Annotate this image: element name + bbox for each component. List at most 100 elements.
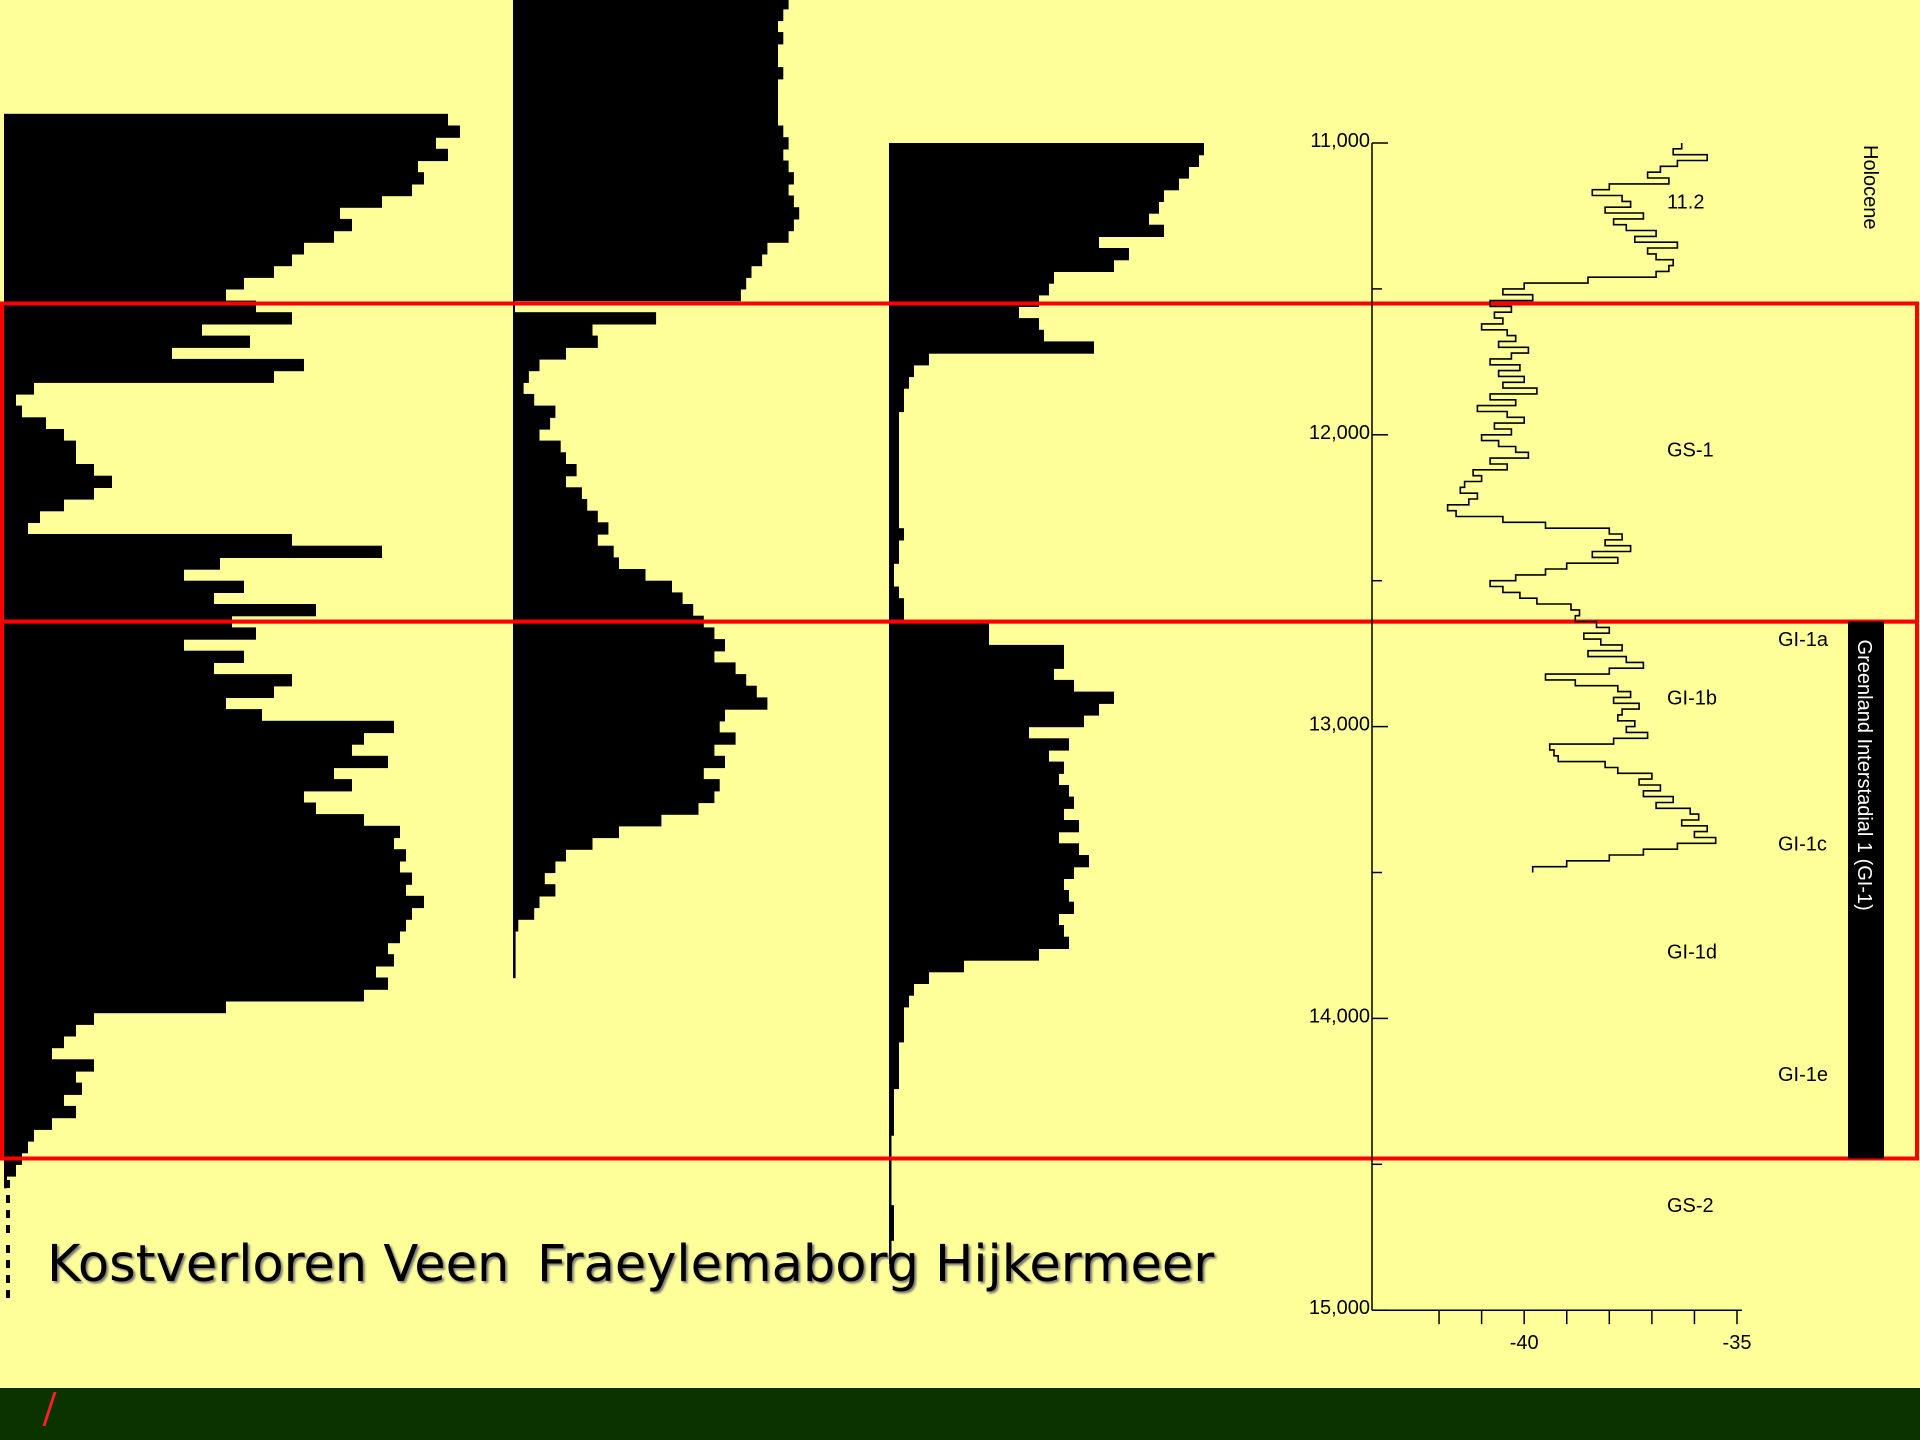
pollen-bar-kostverloren-veen xyxy=(4,650,244,663)
pollen-bar-hijkermeer xyxy=(889,855,1089,868)
pollen-bar-hijkermeer xyxy=(889,574,894,588)
pollen-bar-fraeylemaborg xyxy=(513,148,784,162)
pollen-bar-kostverloren-veen xyxy=(4,125,460,138)
pollen-bar-hijkermeer xyxy=(889,598,904,611)
pollen-bar-kostverloren-veen xyxy=(4,452,76,465)
pollen-bar-hijkermeer xyxy=(889,656,1064,669)
pollen-bar-fraeylemaborg xyxy=(513,522,609,535)
highlight-box-2 xyxy=(0,619,1919,1161)
pollen-bar-kostverloren-veen xyxy=(4,534,292,547)
pollen-bar-hijkermeer xyxy=(889,749,1049,763)
pollen-bar-hijkermeer xyxy=(889,1170,892,1183)
pollen-bar-kostverloren-veen xyxy=(4,265,274,278)
pollen-bar-hijkermeer xyxy=(889,936,1069,949)
pollen-bar-hijkermeer xyxy=(889,1030,904,1043)
pollen-bar-hijkermeer xyxy=(889,609,904,623)
pollen-bar-kostverloren-veen xyxy=(4,347,172,360)
pollen-bar-fraeylemaborg xyxy=(513,860,556,874)
y-tick-label: 15,000 xyxy=(1309,1297,1370,1319)
pollen-bar-kostverloren-veen xyxy=(4,662,214,675)
pollen-bar-kostverloren-veen xyxy=(4,510,40,523)
epoch-label: GS-2 xyxy=(1667,1195,1714,1217)
pollen-bar-fraeylemaborg xyxy=(513,0,789,10)
pollen-bar-hijkermeer xyxy=(889,318,1039,331)
pollen-bar-fraeylemaborg xyxy=(513,569,646,582)
epoch-label: GI-1d xyxy=(1667,941,1717,963)
pollen-bar-kostverloren-veen xyxy=(4,393,16,407)
pollen-bar-hijkermeer xyxy=(889,983,914,996)
pollen-bar-kostverloren-veen xyxy=(4,744,352,757)
pollen-bar-hijkermeer xyxy=(889,283,1049,296)
pollen-bar-kostverloren-veen xyxy=(4,1070,76,1084)
pollen-bar-hijkermeer xyxy=(889,831,1059,844)
pollen-bar-kostverloren-veen xyxy=(4,475,112,488)
pollen-bar-hijkermeer xyxy=(889,1065,899,1078)
pollen-bar-kostverloren-veen xyxy=(4,779,352,792)
pollen-bar-hijkermeer xyxy=(889,714,1084,728)
pollen-bar-fraeylemaborg xyxy=(513,78,778,92)
pollen-bar-fraeylemaborg xyxy=(513,709,725,722)
pollen-bar-hijkermeer xyxy=(889,1135,892,1148)
pollen-bar-hijkermeer xyxy=(889,458,899,471)
pollen-bar-hijkermeer xyxy=(889,434,899,448)
pollen-bar-kostverloren-veen xyxy=(4,884,406,897)
pollen-bar-kostverloren-veen xyxy=(4,242,304,255)
pollen-bar-fraeylemaborg xyxy=(513,557,619,570)
pollen-tail-mark xyxy=(6,1225,10,1233)
pollen-tail-mark xyxy=(6,1260,10,1268)
pollen-bar-fraeylemaborg xyxy=(513,872,545,885)
pollen-bar-kostverloren-veen xyxy=(4,464,94,477)
pollen-bar-kostverloren-veen xyxy=(4,989,364,1002)
interstadial-label: Greenland Interstadial 1 (GI-1) xyxy=(1853,640,1875,911)
pollen-tail-mark xyxy=(6,1290,10,1298)
pollen-bar-hijkermeer xyxy=(889,878,1064,891)
pollen-bar-kostverloren-veen xyxy=(4,732,364,745)
pollen-bar-kostverloren-veen xyxy=(4,907,412,920)
pollen-bar-fraeylemaborg xyxy=(513,790,715,804)
epoch-label: GI-1e xyxy=(1778,1064,1828,1086)
pollen-bar-kostverloren-veen xyxy=(4,627,256,640)
pollen-bar-kostverloren-veen xyxy=(4,183,412,197)
pollen-bar-kostverloren-veen xyxy=(4,207,340,220)
pollen-bar-kostverloren-veen xyxy=(4,569,184,582)
pollen-bar-hijkermeer xyxy=(889,843,1079,856)
pollen-bar-hijkermeer xyxy=(889,329,1044,343)
pollen-bar-fraeylemaborg xyxy=(513,90,778,103)
pollen-bar-hijkermeer xyxy=(889,668,1054,681)
pollen-bar-kostverloren-veen xyxy=(4,277,244,290)
pollen-bar-hijkermeer xyxy=(889,1251,892,1265)
pollen-bar-kostverloren-veen xyxy=(4,860,400,874)
pollen-bar-fraeylemaborg xyxy=(513,335,598,348)
pollen-bar-fraeylemaborg xyxy=(513,685,757,698)
pollen-bar-hijkermeer xyxy=(889,761,1064,774)
pollen-bar-kostverloren-veen xyxy=(4,709,262,722)
pollen-bar-fraeylemaborg xyxy=(513,720,720,734)
epoch-label: 11.2 xyxy=(1667,191,1704,213)
pollen-bar-kostverloren-veen xyxy=(4,230,334,243)
pollen-bar-fraeylemaborg xyxy=(513,393,535,407)
pollen-bar-hijkermeer xyxy=(889,236,1099,249)
pollen-bar-hijkermeer xyxy=(889,341,1094,354)
epoch-label: GI-1c xyxy=(1778,833,1827,855)
pollen-bar-kostverloren-veen xyxy=(4,674,292,687)
pollen-bar-hijkermeer xyxy=(889,1146,892,1160)
pollen-bar-hijkermeer xyxy=(889,469,899,483)
pollen-bar-fraeylemaborg xyxy=(513,627,715,640)
pollen-bar-hijkermeer xyxy=(889,1240,892,1253)
pollen-bar-hijkermeer xyxy=(889,423,899,436)
pollen-bar-hijkermeer xyxy=(889,960,964,973)
pollen-bar-kostverloren-veen xyxy=(4,195,382,208)
pollen-bar-kostverloren-veen xyxy=(4,417,46,430)
pollen-bar-fraeylemaborg xyxy=(513,300,515,313)
pollen-bar-kostverloren-veen xyxy=(4,253,292,267)
epoch-label: GS-1 xyxy=(1667,439,1714,461)
pollen-bar-fraeylemaborg xyxy=(513,475,566,488)
site-label-fraeylemaborg: Fraeylemaborg xyxy=(537,1235,919,1294)
pollen-bar-kostverloren-veen xyxy=(4,1176,7,1189)
pollen-bar-fraeylemaborg xyxy=(513,417,551,430)
pollen-bar-fraeylemaborg xyxy=(513,604,694,617)
pollen-bar-hijkermeer xyxy=(889,201,1159,214)
pollen-bar-kostverloren-veen xyxy=(4,172,424,185)
pollen-bar-fraeylemaborg xyxy=(513,825,619,839)
pollen-bar-hijkermeer xyxy=(889,154,1199,167)
